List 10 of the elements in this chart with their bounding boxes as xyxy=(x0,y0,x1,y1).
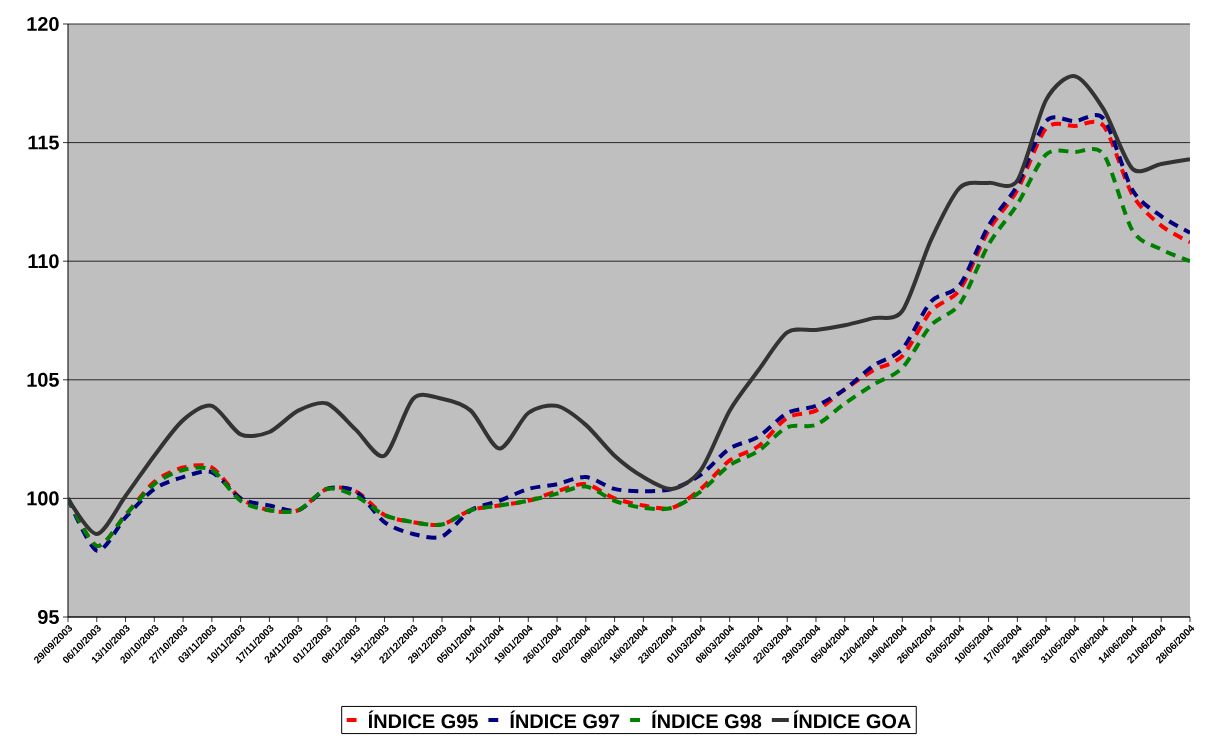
legend-label: ÍNDICE GOA xyxy=(793,710,911,729)
y-tick-label: 100 xyxy=(27,491,59,506)
legend-label: ÍNDICE G97 xyxy=(510,710,620,729)
legend-label: ÍNDICE G98 xyxy=(652,710,762,729)
y-tick-label: 110 xyxy=(28,254,59,269)
legend-label: ÍNDICE G95 xyxy=(368,710,478,729)
y-tick-label: 105 xyxy=(27,372,59,387)
y-tick-label: 120 xyxy=(27,16,59,32)
y-tick-label: 95 xyxy=(38,609,59,625)
y-tick-label: 115 xyxy=(28,135,59,150)
